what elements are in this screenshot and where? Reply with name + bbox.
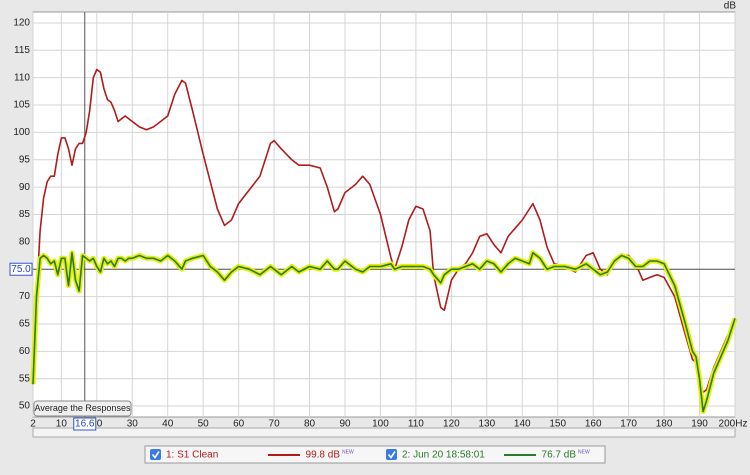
x-tick-label: 20 [91,419,103,430]
y-tick-label: 80 [19,237,31,248]
y-tick-label: 70 [19,291,31,302]
legend-checkmark[interactable] [151,451,160,459]
y-tick-label: 100 [13,127,30,138]
legend-checkbox[interactable] [150,449,161,460]
y-tick-label: 115 [14,45,30,56]
y-tick-label: 95 [19,154,31,165]
y-tick-label: 65 [19,319,31,330]
y-tick-label: 90 [19,182,31,193]
x-tick-label: 160 [585,419,602,430]
x-tick-label: 100 [372,419,389,430]
x-tick-label: 200Hz [719,419,748,430]
y-tick-label: 110 [14,72,30,83]
y-tick-label: 85 [19,209,31,220]
legend-name: 2: Jun 20 18:58:01 [402,450,485,461]
legend-level: 99.8 dB [306,450,341,461]
x-tick-label: 170 [620,419,637,430]
scrollbar[interactable] [32,427,736,438]
y-tick-label: 60 [19,346,31,357]
cursor-x-label: 16.6 [75,419,95,430]
x-tick-label: 190 [691,419,708,430]
cursor-x-box [73,417,97,431]
x-tick-label: 130 [478,419,495,430]
legend-tag: NEW [578,449,590,455]
legend-name: 1: S1 Clean [166,450,218,461]
average-button[interactable] [33,400,132,417]
x-tick-label: 40 [162,419,174,430]
y-tick-label: 120 [13,18,30,29]
y-tick-label: 105 [13,100,30,111]
x-tick-label: 10 [56,419,68,430]
legend-checkbox[interactable] [386,449,397,460]
y-tick-label: 50 [19,401,31,412]
legend [144,445,606,464]
cursor-y-box [9,262,33,276]
cursor-y-label: 75.0 [11,264,31,275]
legend-level: 76.7 dB [542,450,577,461]
x-tick-label: 50 [198,419,210,430]
x-tick-label: 150 [549,419,566,430]
x-tick-label: 110 [408,419,424,430]
y-tick-label: 55 [19,373,31,384]
x-tick-label: 120 [443,419,460,430]
x-tick-label: 70 [269,419,281,430]
x-tick-label: 140 [514,419,531,430]
legend-tag: NEW [342,449,354,455]
legend-checkmark[interactable] [387,451,396,459]
x-tick-label: 2 [30,419,36,430]
x-tick-label: 60 [233,419,245,430]
x-tick-label: 180 [656,419,673,430]
y-axis-label: dB [724,1,737,12]
series-line [32,252,736,413]
x-tick-label: 30 [127,419,139,430]
average-button-label[interactable]: Average the Responses [35,403,131,413]
x-tick-label: 80 [304,419,316,430]
x-tick-label: 90 [339,419,351,430]
